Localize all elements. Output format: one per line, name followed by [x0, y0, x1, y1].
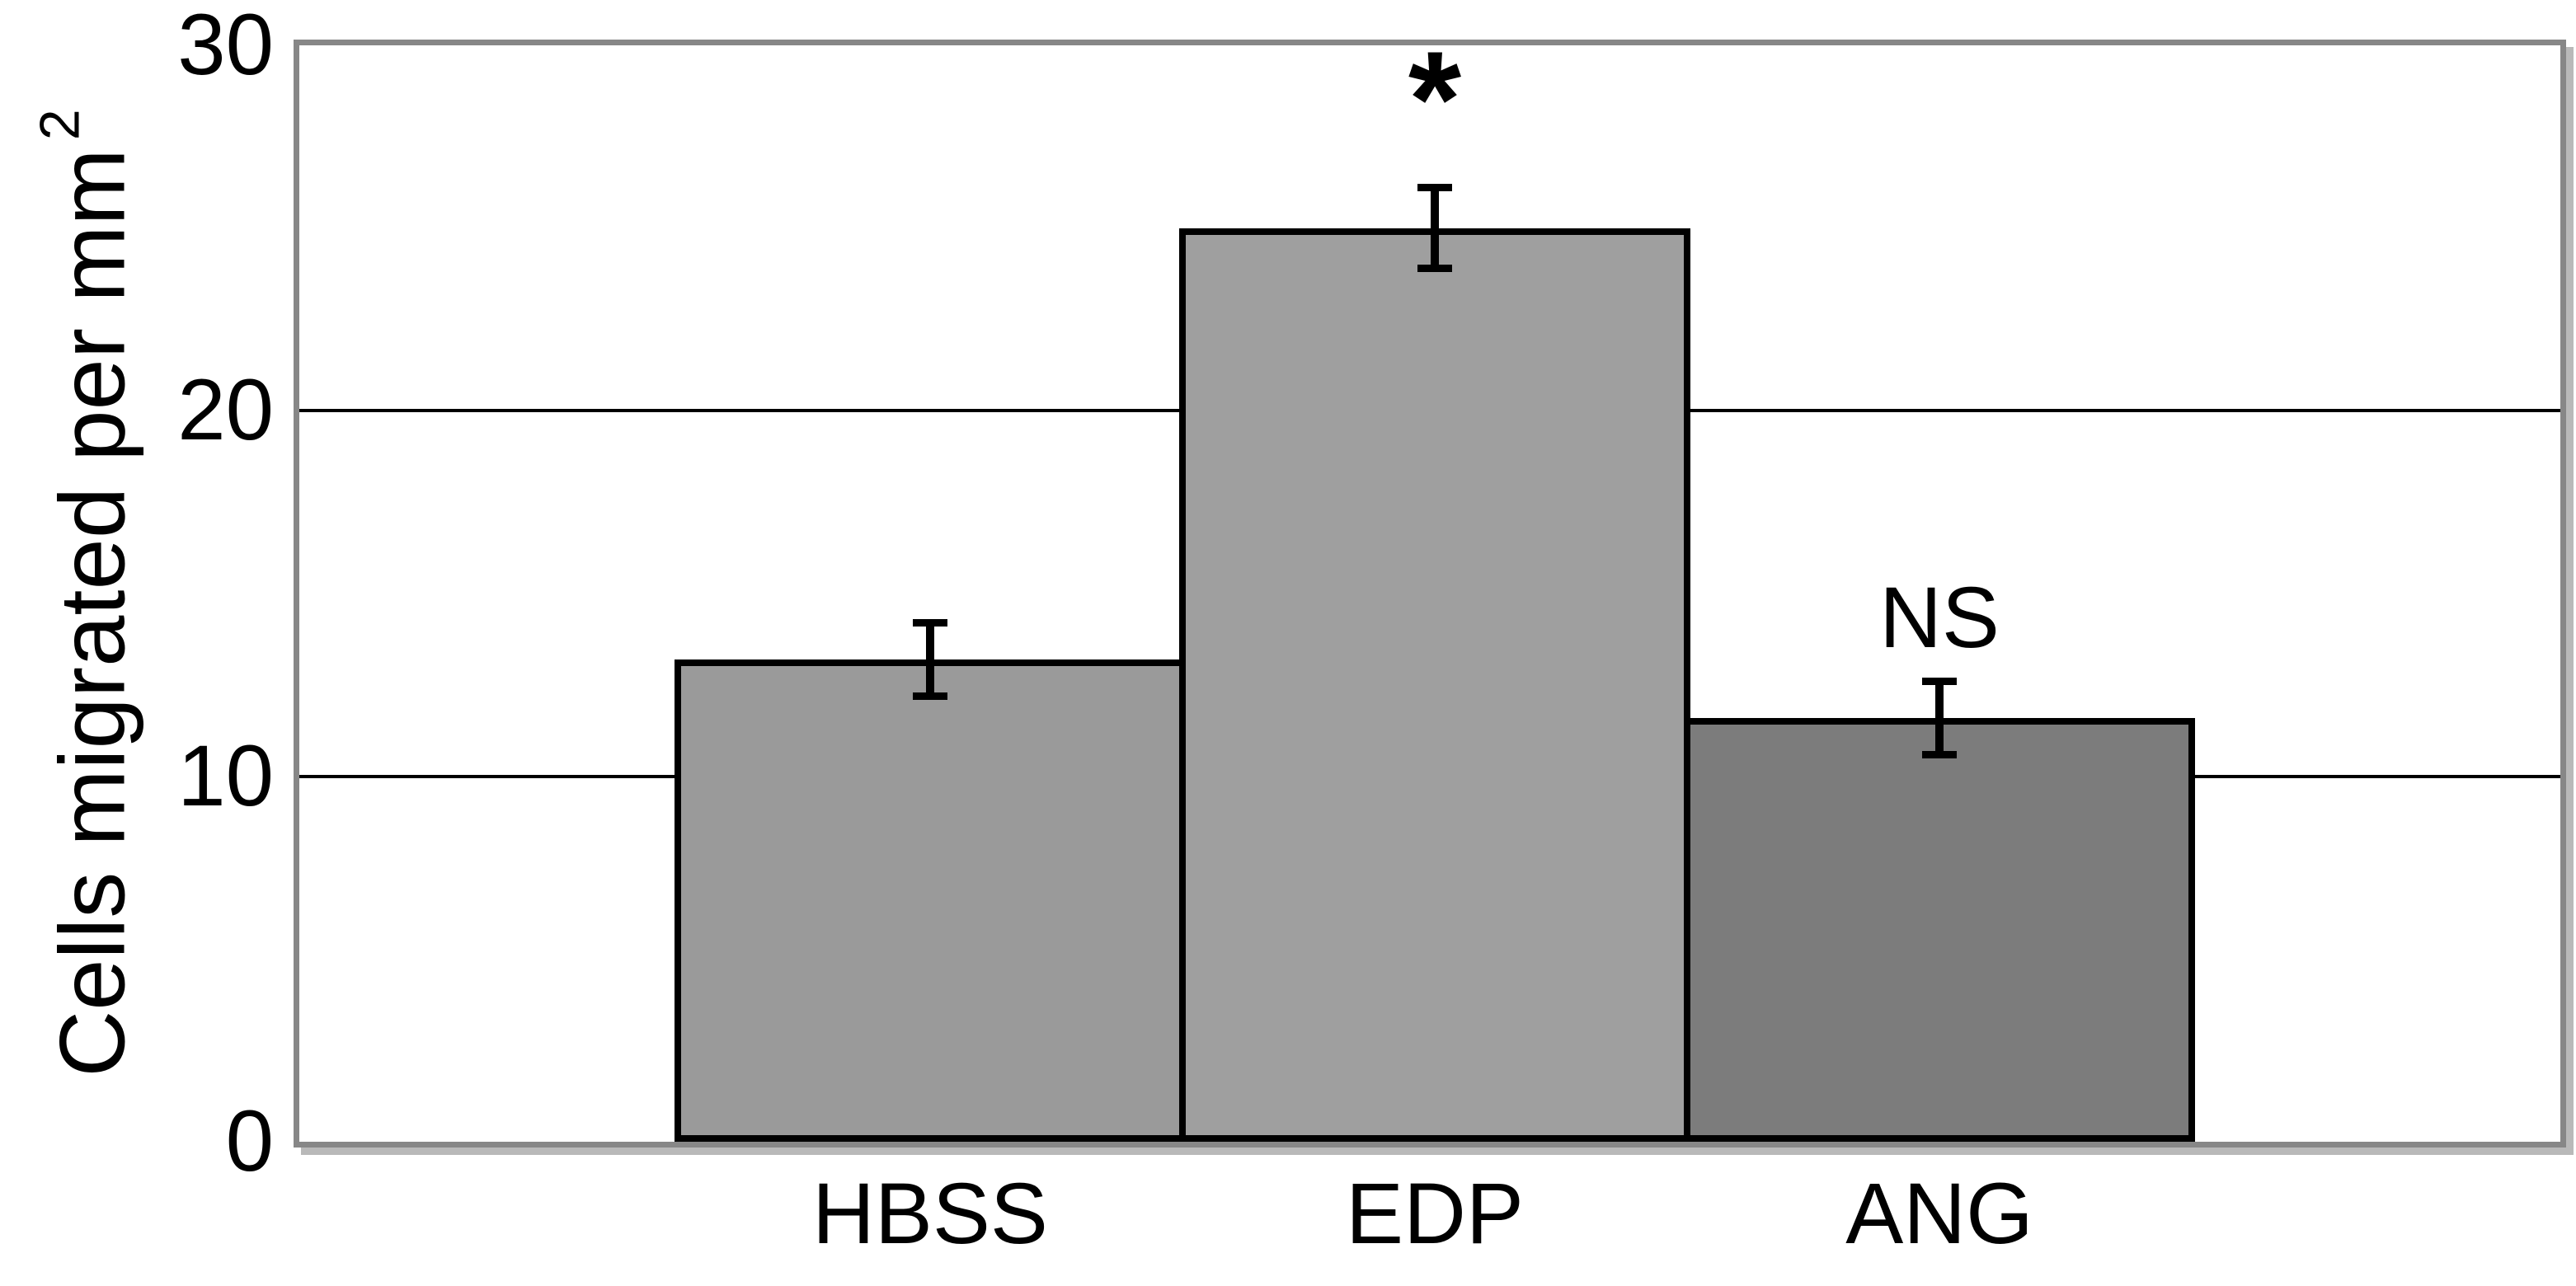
error-bar-line-edp	[1431, 184, 1439, 272]
error-bar-cap-top-hbss	[913, 619, 947, 627]
error-bar-line-hbss	[926, 619, 934, 700]
x-category-label-hbss: HBSS	[812, 1166, 1048, 1262]
y-tick-label-20: 20	[177, 362, 274, 459]
y-axis-title: Cells migrated per mm 2	[5, 12, 144, 1175]
x-category-label-edp: EDP	[1346, 1166, 1524, 1262]
error-bar-cap-top-edp	[1417, 184, 1452, 192]
y-axis-title-superscript: 2	[28, 109, 92, 141]
error-bar-cap-bottom-hbss	[913, 692, 947, 700]
y-axis-title-text: Cells migrated per mm	[40, 148, 144, 1077]
y-tick-label-0: 0	[225, 1093, 274, 1190]
plot-area	[294, 40, 2566, 1148]
bar-hbss	[675, 659, 1186, 1142]
y-tick-label-30: 30	[177, 0, 274, 93]
significance-star-edp: *	[1408, 23, 1462, 176]
y-tick-label-10: 10	[177, 727, 274, 824]
error-bar-cap-bottom-ang	[1922, 750, 1957, 758]
bar-edp	[1179, 228, 1690, 1142]
x-category-label-ang: ANG	[1845, 1166, 2033, 1262]
error-bar-line-ang	[1935, 677, 1944, 758]
bar-ang	[1684, 718, 2195, 1142]
error-bar-cap-top-ang	[1922, 677, 1957, 685]
significance-label-ang: NS	[1879, 569, 2000, 666]
error-bar-cap-bottom-edp	[1417, 264, 1452, 272]
